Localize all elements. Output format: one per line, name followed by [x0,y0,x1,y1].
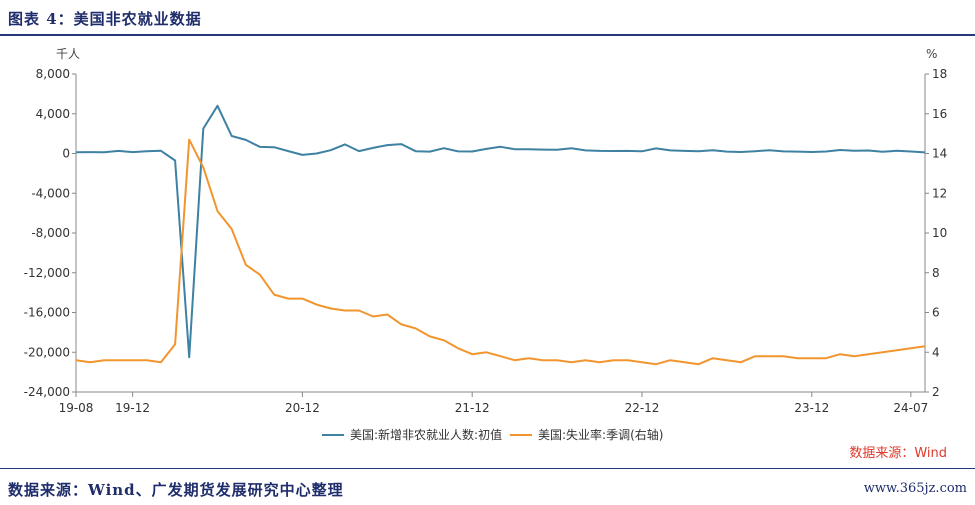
footer-divider [0,468,975,469]
x-tick-label: 24-07 [893,401,928,415]
left-tick-label: 0 [62,147,70,161]
right-tick-label: 6 [932,306,940,320]
left-tick-label: 4,000 [36,107,70,121]
right-tick-label: 4 [932,345,940,359]
x-tick-label: 19-08 [59,401,94,415]
x-axis-ticks: 19-08 19-12 20-12 21-12 22-12 23-12 24-07 [59,392,928,415]
right-tick-label: 10 [932,226,947,240]
right-tick-label: 18 [932,67,947,81]
title-divider [0,34,975,36]
left-tick-label: -12,000 [24,266,70,280]
x-tick-label: 23-12 [794,401,829,415]
x-tick-label: 21-12 [455,401,490,415]
data-source-note: 数据来源：Wind [849,446,947,461]
x-tick-label: 19-12 [115,401,150,415]
nonfarm-chart: 8,000 4,000 0 -4,000 -8,000 -12,000 -16,000 -20… [24,47,948,442]
left-tick-label: -4,000 [31,186,70,200]
chart-frame [75,74,926,393]
x-tick-label: 20-12 [285,401,320,415]
legend-label-series1: 美国:新增非农就业人数:初值 [350,427,502,442]
right-tick-label: 14 [932,147,947,161]
legend-label-series2: 美国:失业率:季调(右轴) [538,427,663,442]
figure-title: 图表 4：美国非农就业数据 [8,10,202,28]
right-axis-ticks: 18 16 14 12 10 8 6 4 2 [925,67,947,399]
right-tick-label: 2 [932,385,940,399]
left-tick-label: -24,000 [24,385,70,399]
left-axis-unit: 千人 [56,47,80,61]
right-axis-unit: % [926,47,937,61]
right-tick-label: 16 [932,107,947,121]
left-tick-label: -20,000 [24,345,70,359]
series-line-2 [75,138,926,366]
left-axis-ticks: 8,000 4,000 0 -4,000 -8,000 -12,000 -16,000 -20… [24,67,76,399]
x-tick-label: 22-12 [625,401,660,415]
right-tick-label: 8 [932,266,940,280]
series-lines [75,104,926,366]
footer-watermark: www.365jz.com [863,481,967,496]
left-tick-label: -8,000 [31,226,70,240]
right-tick-label: 12 [932,186,947,200]
left-tick-label: -16,000 [24,306,70,320]
legend: 美国:新增非农就业人数:初值 美国:失业率:季调(右轴) [322,427,663,442]
left-tick-label: 8,000 [36,67,70,81]
footer-source: 数据来源：Wind、广发期货发展研究中心整理 [8,481,344,499]
series-line-1 [75,104,926,359]
